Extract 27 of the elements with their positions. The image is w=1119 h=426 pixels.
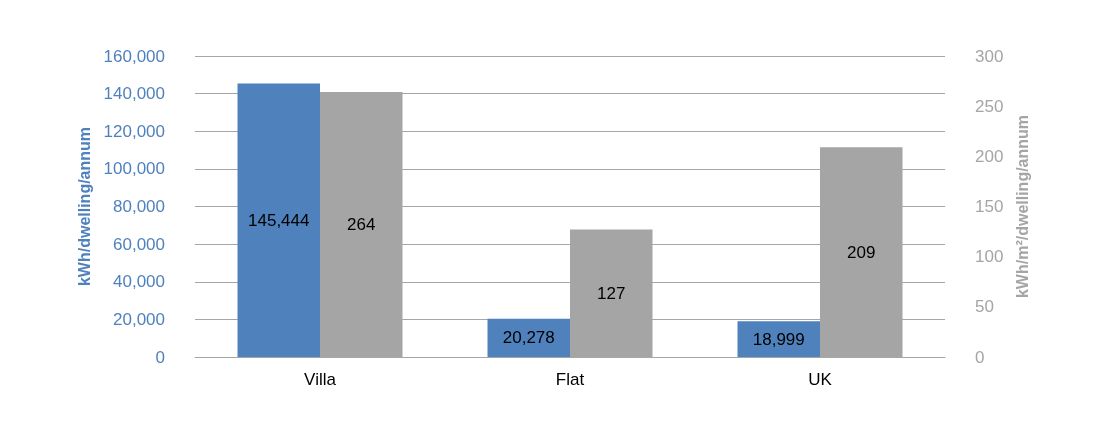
x-tick-label: UK [808,370,833,389]
y-tick-label: 20,000 [113,309,165,329]
x-tick-label: Villa [304,370,337,389]
data-label: 127 [597,283,626,303]
data-label: 145,444 [248,210,310,230]
y-tick-label: 40,000 [113,272,165,292]
y2-axis-title: kWh/m²/dwelling/annum [1013,114,1031,299]
y2-tick-label: 50 [975,297,994,317]
y-tick-label: 160,000 [103,46,165,66]
y-tick-label: 60,000 [113,234,165,254]
data-label: 209 [847,242,876,262]
data-label: 18,999 [752,329,805,349]
y2-tick-label: 300 [975,46,1004,66]
y-tick-label: 0 [155,347,165,367]
y-axis-title: kWh/dwelling/annum [76,126,94,287]
y2-tick-label: 200 [975,146,1004,166]
y-tick-label: 80,000 [113,197,165,216]
y-tick-label: 100,000 [103,159,165,179]
y2-tick-label: 150 [975,197,1004,216]
y-tick-label: 120,000 [103,121,165,141]
x-tick-label: Flat [555,370,585,389]
data-label: 264 [347,215,376,235]
y2-tick-label: 250 [975,96,1004,116]
y2-tick-label: 0 [975,347,985,367]
y-tick-label: 140,000 [103,84,165,104]
y2-tick-label: 100 [975,247,1004,267]
data-label: 20,278 [502,328,555,348]
